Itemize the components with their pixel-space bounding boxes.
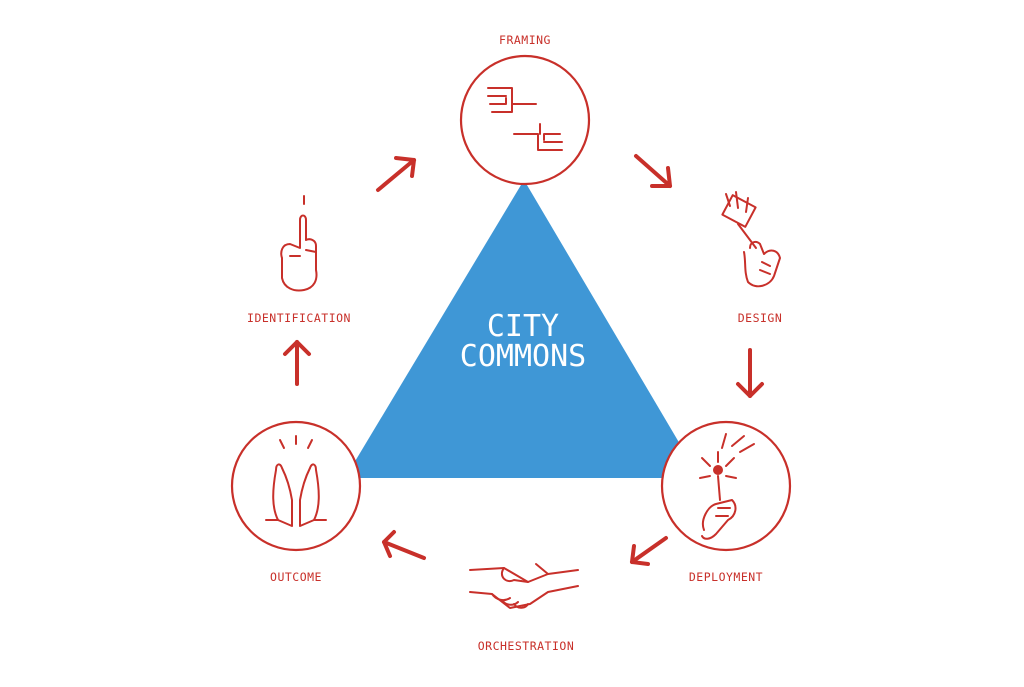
arrow-deployment-to-orchestration [630,536,668,566]
paintbrush-hand-icon [721,191,781,288]
stage-label-framing: FRAMING [499,33,551,47]
center-title-line1: CITY [487,309,559,344]
stage-label-identification: IDENTIFICATION [247,311,351,325]
outcome-circle [230,420,362,552]
stage-label-design: DESIGN [738,311,783,325]
stage-label-outcome: OUTCOME [270,570,322,584]
deployment-circle [660,420,792,552]
stage-label-deployment: DEPLOYMENT [689,570,763,584]
framing-hands-icon [487,87,563,151]
sparkler-hand-icon [699,433,755,540]
pointing-finger-icon [280,195,318,292]
arrow-design-to-deployment [736,348,764,398]
arrow-framing-to-design [634,154,672,188]
handshake-icon [469,563,579,609]
arrow-identification-to-framing [376,156,416,192]
center-title-line2: COMMONS [460,339,586,374]
arrow-outcome-to-identification [283,340,311,386]
stage-label-orchestration: ORCHESTRATION [478,639,575,653]
framing-circle [459,54,591,186]
center-triangle [345,180,700,478]
arrow-orchestration-to-outcome [382,530,426,560]
high-five-icon [265,435,327,527]
